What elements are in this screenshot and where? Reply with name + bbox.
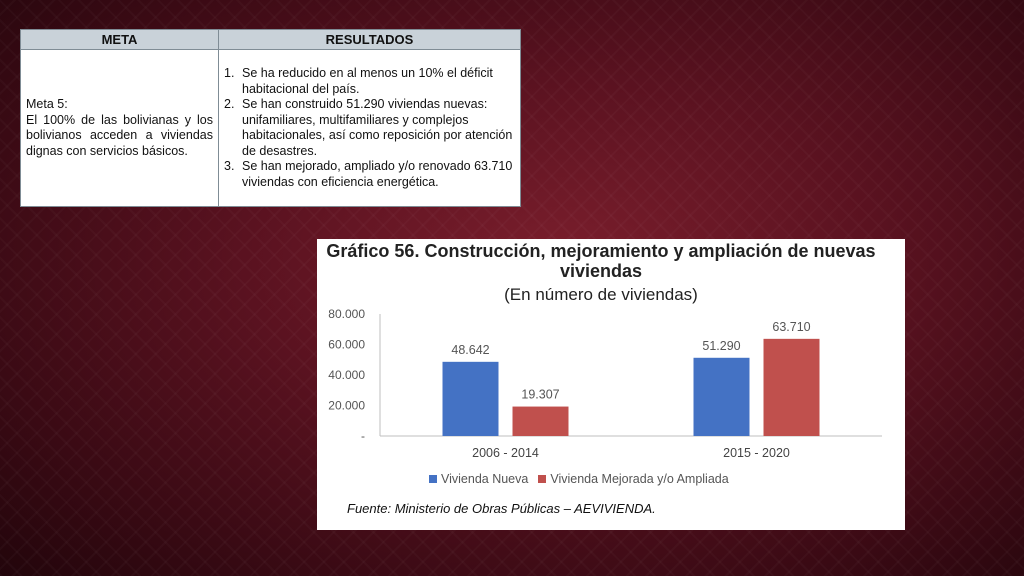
list-item: 2. Se han construido 51.290 viviendas nu… [224, 97, 515, 159]
item-text: Se han construido 51.290 viviendas nueva… [242, 97, 513, 158]
data-label: 48.642 [451, 343, 489, 357]
results-list: 1. Se ha reducido en al menos un 10% el … [224, 66, 515, 190]
item-number: 3. [224, 159, 235, 173]
data-label: 51.290 [702, 339, 740, 353]
meta-cell: Meta 5: El 100% de las bolivianas y los … [20, 49, 219, 207]
bar [442, 361, 499, 436]
list-item: 3. Se han mejorado, ampliado y/o renovad… [224, 159, 515, 190]
meta-text: El 100% de las bolivianas y los bolivian… [26, 112, 213, 158]
results-cell: 1. Se ha reducido en al menos un 10% el … [218, 49, 521, 207]
bar-chart: - 20.000 40.000 60.000 80.000 48.642 19.307 200… [328, 307, 882, 460]
bar [512, 406, 569, 436]
data-label: 63.710 [772, 320, 810, 334]
table-header-row: META RESULTADOS [20, 29, 521, 50]
header-meta: META [20, 29, 219, 50]
chart-panel: Gráfico 56. Construcción, mejoramiento y… [317, 239, 905, 530]
chart-source: Fuente: Ministerio de Obras Públicas – A… [347, 501, 656, 516]
legend-swatch [538, 475, 547, 483]
bar [763, 338, 820, 436]
meta-results-table: META RESULTADOS Meta 5: El 100% de las b… [20, 29, 521, 207]
y-tick-label: 80.000 [328, 307, 365, 321]
chart-title: Gráfico 56. Construcción, mejoramiento y… [326, 241, 876, 281]
y-tick-label: 60.000 [328, 338, 365, 352]
y-tick-label: 40.000 [328, 368, 365, 382]
y-tick-label: 20.000 [328, 399, 365, 413]
table-row: Meta 5: El 100% de las bolivianas y los … [20, 49, 521, 207]
header-resultados: RESULTADOS [218, 29, 521, 50]
data-label: 19.307 [521, 388, 559, 402]
item-text: Se han mejorado, ampliado y/o renovado 6… [242, 159, 513, 189]
item-text: Se ha reducido en al menos un 10% el déf… [242, 66, 493, 96]
legend-item: Vivienda Mejorada y/o Ampliada [538, 472, 729, 486]
legend-swatch [429, 475, 437, 483]
legend-label: Vivienda Mejorada y/o Ampliada [550, 472, 729, 486]
item-number: 1. [224, 66, 235, 80]
y-tick-label: - [361, 429, 365, 443]
legend-label: Vivienda Nueva [441, 472, 529, 486]
x-tick-label: 2015 - 2020 [723, 446, 790, 460]
chart-legend: Vivienda Nueva Vivienda Mejorada y/o Ampl… [429, 472, 739, 486]
meta-title: Meta 5: [26, 97, 68, 111]
item-number: 2. [224, 97, 235, 111]
chart-subtitle: (En número de viviendas) [504, 285, 698, 304]
x-tick-label: 2006 - 2014 [472, 446, 539, 460]
legend-item: Vivienda Nueva [429, 472, 528, 486]
list-item: 1. Se ha reducido en al menos un 10% el … [224, 66, 515, 97]
bar [693, 357, 750, 436]
